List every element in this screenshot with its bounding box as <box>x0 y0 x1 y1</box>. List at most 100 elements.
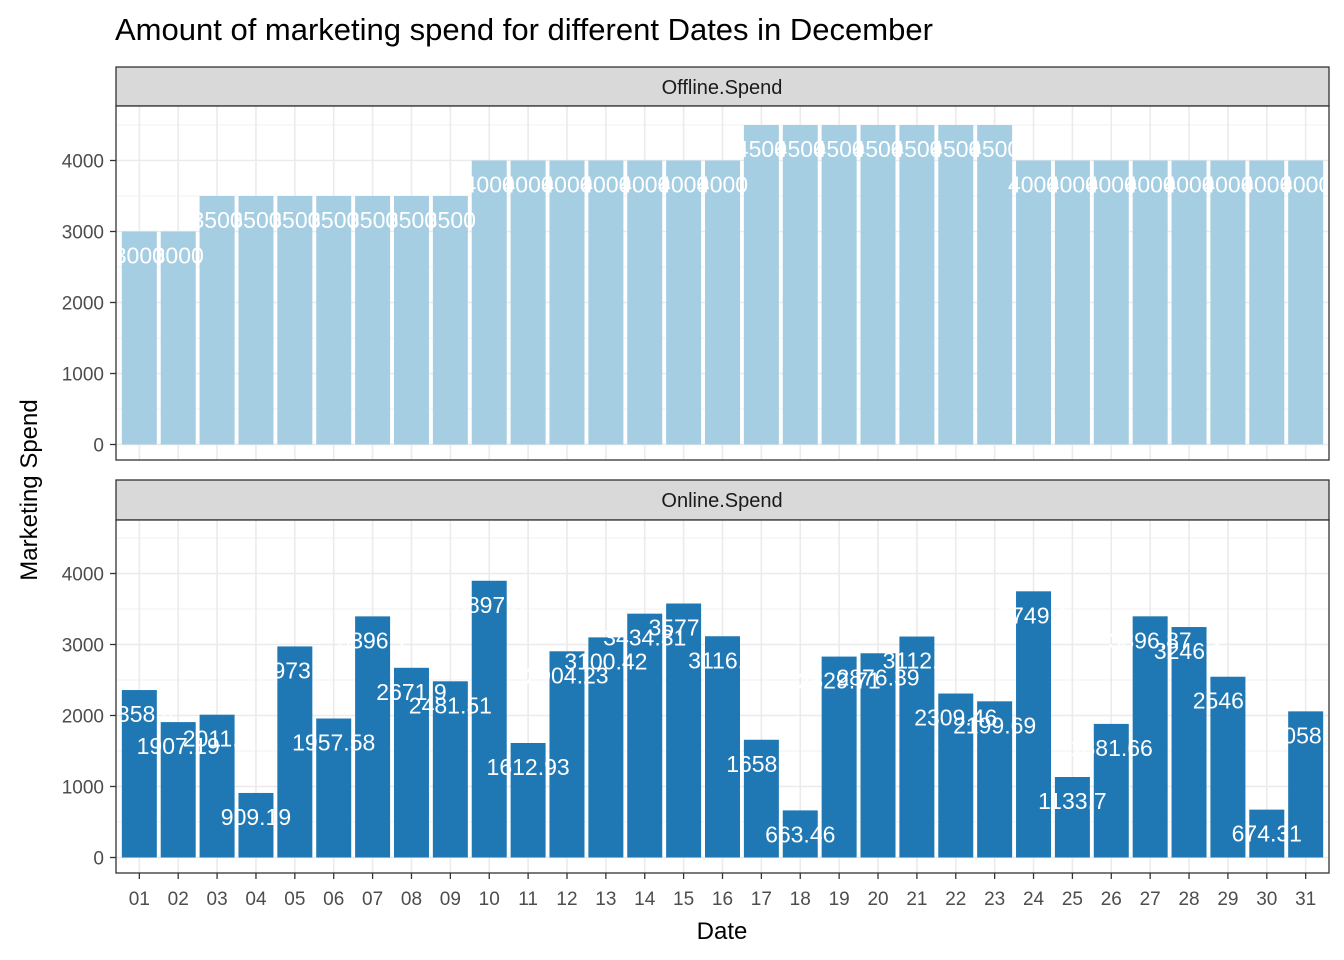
x-tick-label: 14 <box>634 889 656 910</box>
x-tick-label: 01 <box>129 889 150 910</box>
y-tick-label: 3000 <box>62 223 104 244</box>
x-tick-label: 04 <box>245 889 267 910</box>
data-label-14: 3434.31 <box>603 625 686 651</box>
data-label-10: 3897.8 <box>454 592 524 618</box>
data-label-17: 1658.4 <box>726 751 797 777</box>
bar-23 <box>977 701 1013 858</box>
bar-31 <box>1288 160 1324 445</box>
data-label-26: 1881.66 <box>1070 735 1153 761</box>
data-label-02: 3000 <box>153 243 204 269</box>
x-tick-label: 08 <box>401 889 422 910</box>
data-label-21: 3112.1 <box>883 648 952 674</box>
bar-27 <box>1132 616 1168 858</box>
y-tick-label: 4000 <box>62 565 104 586</box>
bar-15 <box>666 160 702 445</box>
data-label-21: 4500 <box>891 136 942 162</box>
data-label-17: 4500 <box>736 136 787 162</box>
y-tick-label: 1000 <box>62 365 104 386</box>
data-label-09: 3500 <box>425 207 476 233</box>
data-label-15: 4000 <box>658 172 709 198</box>
data-label-29: 2546.1 <box>1193 688 1263 714</box>
bar-18 <box>782 810 818 858</box>
bar-17 <box>743 125 779 445</box>
bar-22 <box>938 693 974 858</box>
bar-25 <box>1054 777 1090 858</box>
x-tick-label: 24 <box>1023 889 1045 910</box>
data-label-07: 3396.1 <box>337 627 407 653</box>
bar-08 <box>393 667 429 858</box>
data-label-04: 3500 <box>230 207 281 233</box>
data-label-01: 2358.4 <box>104 701 175 727</box>
data-label-11: 4000 <box>503 172 554 198</box>
x-tick-label: 18 <box>790 889 811 910</box>
data-label-15: 3577.4 <box>648 615 719 641</box>
x-tick-label: 09 <box>440 889 461 910</box>
strip-background <box>115 66 1330 107</box>
x-tick-label: 03 <box>207 889 228 910</box>
bar-20 <box>860 653 896 858</box>
data-label-28: 4000 <box>1163 172 1214 198</box>
data-label-08: 2671.9 <box>376 679 446 705</box>
bar-19 <box>821 656 857 858</box>
bar-01 <box>121 690 157 858</box>
data-label-31: 2058.4 <box>1270 722 1341 748</box>
data-label-03: 2011.4 <box>183 726 252 752</box>
strip-background <box>115 479 1330 521</box>
data-label-14: 4000 <box>619 172 670 198</box>
bar-07 <box>355 616 391 858</box>
bar-06 <box>316 196 352 445</box>
x-tick-label: 07 <box>362 889 383 910</box>
x-tick-label: 23 <box>984 889 1005 910</box>
data-label-19: 4500 <box>814 136 865 162</box>
bar-26 <box>1093 723 1129 858</box>
data-label-18: 663.46 <box>765 821 835 847</box>
bar-17 <box>743 739 779 858</box>
data-label-07: 3500 <box>347 207 398 233</box>
bar-24 <box>1016 160 1052 445</box>
data-label-16: 4000 <box>697 172 748 198</box>
bar-19 <box>821 125 857 445</box>
data-label-05: 2973.1 <box>260 657 330 683</box>
y-tick-label: 0 <box>93 849 104 870</box>
data-label-05: 3500 <box>269 207 320 233</box>
x-tick-label: 10 <box>479 889 500 910</box>
bar-25 <box>1054 160 1090 445</box>
strip-label: Online.Spend <box>661 490 782 512</box>
y-tick-label: 2000 <box>62 707 104 728</box>
bar-04 <box>238 792 274 858</box>
data-label-19: 2829.71 <box>798 668 881 694</box>
data-label-23: 2199.69 <box>953 712 1036 738</box>
data-label-31: 4000 <box>1280 172 1331 198</box>
y-tick-label: 3000 <box>62 636 104 657</box>
bar-11 <box>510 160 546 445</box>
bar-18 <box>782 125 818 445</box>
data-label-25: 4000 <box>1047 172 1098 198</box>
data-label-08: 3500 <box>386 207 437 233</box>
panel-border <box>115 105 1330 461</box>
x-tick-label: 22 <box>945 889 966 910</box>
y-axis: 0 1000 2000 3000 4000 <box>62 565 116 870</box>
x-tick-label: 13 <box>595 889 616 910</box>
data-label-03: 3500 <box>191 207 242 233</box>
bar-09 <box>432 196 468 445</box>
x-tick-label: 28 <box>1178 889 1199 910</box>
bar-13 <box>588 637 624 858</box>
bar-12 <box>549 651 585 858</box>
bars <box>121 580 1324 858</box>
data-label-23: 4500 <box>969 136 1020 162</box>
data-label-06: 3500 <box>308 207 359 233</box>
data-label-18: 4500 <box>775 136 826 162</box>
data-label-30: 674.31 <box>1232 821 1302 847</box>
bar-15 <box>666 603 702 858</box>
data-label-13: 3100.42 <box>564 648 647 674</box>
x-tick-label: 17 <box>751 889 772 910</box>
x-axis: 01 02 03 04 05 06 07 08 09 10 11 12 13 14 15 16 17 18 19 20… <box>129 873 1316 910</box>
x-axis-title: Date <box>697 918 748 945</box>
data-label-27: 3396.87 <box>1109 627 1192 653</box>
bar-21 <box>899 125 935 445</box>
data-label-06: 1957.58 <box>292 730 375 756</box>
data-label-25: 1133.7 <box>1038 788 1107 814</box>
data-label-30: 4000 <box>1241 172 1292 198</box>
data-label-26: 4000 <box>1086 172 1137 198</box>
